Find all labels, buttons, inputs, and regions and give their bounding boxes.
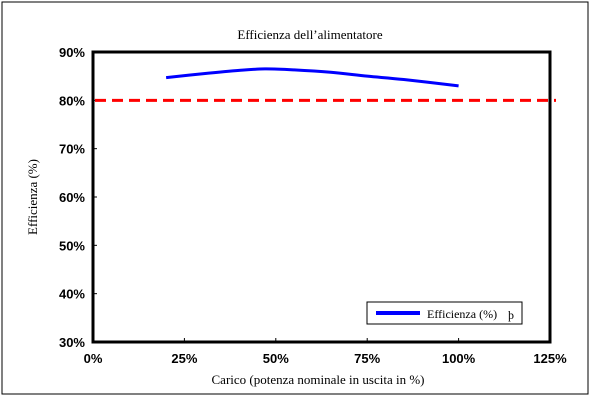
y-tick-label: 90% [59, 45, 85, 60]
plot-area [91, 50, 552, 344]
y-tick-label: 30% [59, 335, 85, 350]
legend-box [366, 301, 523, 325]
legend: Efficienza (%) þ [366, 301, 523, 325]
chart-title: Efficienza dell’alimentatore [237, 27, 382, 42]
x-axis-ticks: 0% 25% 50% 75% 100% 125% [84, 338, 567, 366]
x-tick-label: 50% [263, 351, 289, 366]
x-tick-label: 0% [84, 351, 103, 366]
x-tick-label: 125% [533, 351, 567, 366]
series-line-efficiency [165, 67, 459, 88]
x-tick-label: 75% [354, 351, 380, 366]
y-tick-label: 40% [59, 287, 85, 302]
y-axis-label: Efficienza (%) [25, 159, 40, 235]
y-tick-label: 70% [59, 142, 85, 157]
y-tick-label: 50% [59, 238, 85, 253]
x-tick-label: 100% [442, 351, 476, 366]
y-axis-ticks: 30% 40% 50% 60% 70% 80% 90% [59, 45, 97, 350]
x-axis-label: Carico (potenza nominale in uscita in %) [212, 372, 425, 387]
legend-label: Efficienza (%) [427, 307, 497, 321]
y-tick-label: 60% [59, 190, 85, 205]
legend-suffix: þ [508, 308, 514, 322]
x-tick-label: 25% [171, 351, 197, 366]
y-tick-label: 80% [59, 93, 85, 108]
series-layer [165, 67, 459, 88]
